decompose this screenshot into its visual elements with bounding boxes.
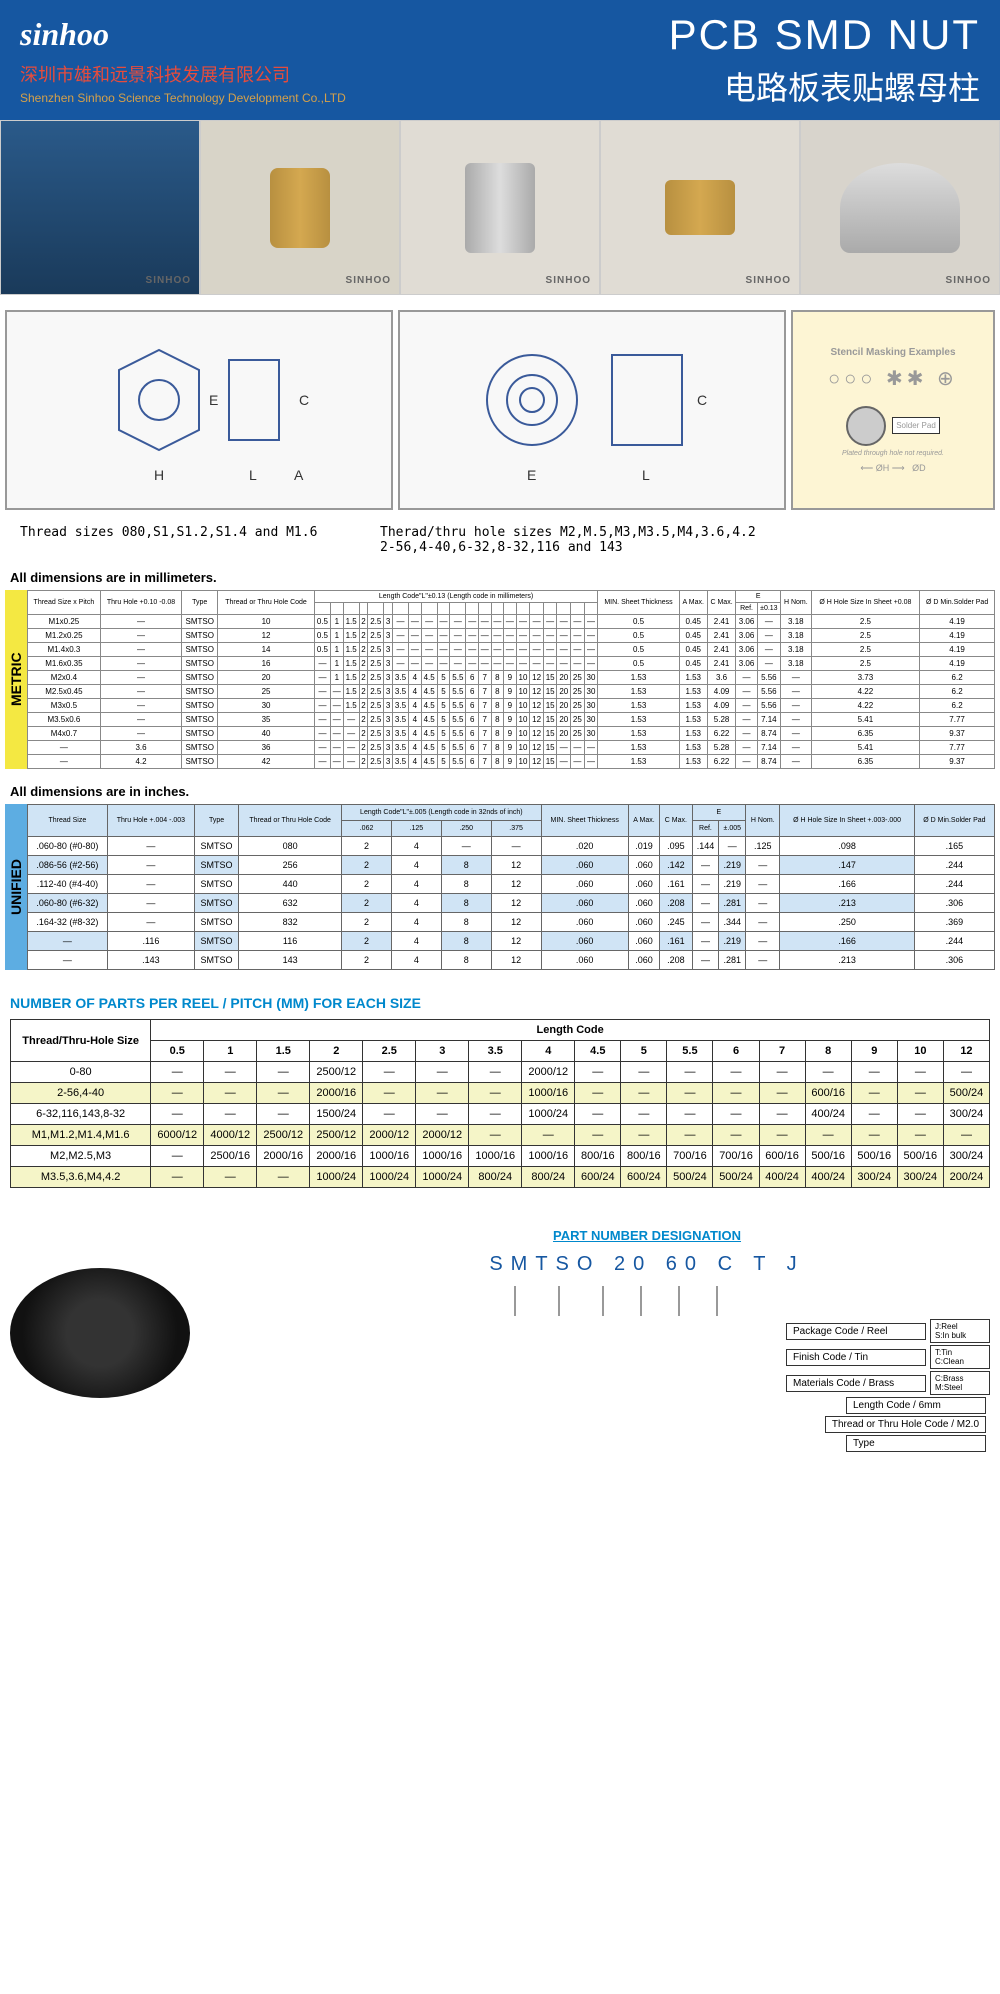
brand-logo: sinhoo [20,16,669,53]
designation-list: Package Code / ReelJ:ReelS:In bulkFinish… [304,1319,990,1452]
part-title: PART NUMBER DESIGNATION [304,1228,990,1243]
metric-table: Thread Size x PitchThru Hole +0.10 -0.08… [27,590,995,769]
metric-table-wrap: METRIC Thread Size x PitchThru Hole +0.1… [5,590,995,769]
designation-row: Package Code / ReelJ:ReelS:In bulk [304,1319,990,1343]
svg-text:L: L [642,467,650,483]
svg-text:H: H [154,467,164,483]
svg-text:L: L [249,467,257,483]
unified-label: UNIFIED [5,804,27,970]
unified-title: All dimensions are in inches. [10,784,990,799]
reel-image [10,1268,190,1398]
metric-title: All dimensions are in millimeters. [10,570,990,585]
diagram-row: E C H L A E L C Stencil Masking Examples… [5,310,995,510]
svg-text:C: C [697,392,707,408]
unified-table-wrap: UNIFIED Thread SizeThru Hole +.004 -.003… [5,804,995,970]
designation-row: Materials Code / BrassC:BrassM:Steel [304,1371,990,1395]
brand-en: Shenzhen Sinhoo Science Technology Devel… [20,91,669,105]
caption-row: Thread sizes 080,S1,S1.2,S1.4 and M1.6 T… [20,525,980,555]
part-code: SMTSO 20 60 C T J [304,1253,990,1276]
metric-label: METRIC [5,590,27,769]
caption-right: Therad/thru hole sizes M2,M.5,M3,M3.5,M4… [380,525,980,555]
caption-left: Thread sizes 080,S1,S1.2,S1.4 and M1.6 [20,525,380,555]
designation-row: Length Code / 6mm [304,1397,990,1414]
diagram-hex: E C H L A [5,310,393,510]
reel-table: Thread/Thru-Hole SizeLength Code0.511.52… [10,1019,990,1188]
svg-text:A: A [294,467,304,483]
diagram-round: E L C [398,310,786,510]
title-en: PCB SMD NUT [669,11,980,59]
header: sinhoo 深圳市雄和远景科技发展有限公司 Shenzhen Sinhoo S… [0,0,1000,120]
part-section: PART NUMBER DESIGNATION SMTSO 20 60 C T … [10,1228,990,1454]
product-img-1: SINHOO [0,120,200,295]
diagram-stencil: Stencil Masking Examples ○○○ ✱✱ ⊕ Solder… [791,310,995,510]
svg-text:E: E [527,467,536,483]
product-images: SINHOO SINHOO SINHOO SINHOO SINHOO [0,120,1000,295]
product-img-3: SINHOO [400,120,600,295]
designation-lines [304,1286,990,1316]
designation-row: Finish Code / TinT:TinC:Clean [304,1345,990,1369]
title-cn: 电路板表贴螺母柱 [669,63,980,109]
product-img-5: SINHOO [800,120,1000,295]
designation-row: Thread or Thru Hole Code / M2.0 [304,1416,990,1433]
svg-text:C: C [299,392,309,408]
svg-text:E: E [209,392,218,408]
brand-cn: 深圳市雄和远景科技发展有限公司 [20,61,669,87]
product-img-4: SINHOO [600,120,800,295]
designation-row: Type [304,1435,990,1452]
product-img-2: SINHOO [200,120,400,295]
reel-title: NUMBER OF PARTS PER REEL / PITCH (MM) FO… [10,995,990,1011]
unified-table: Thread SizeThru Hole +.004 -.003TypeThre… [27,804,995,970]
